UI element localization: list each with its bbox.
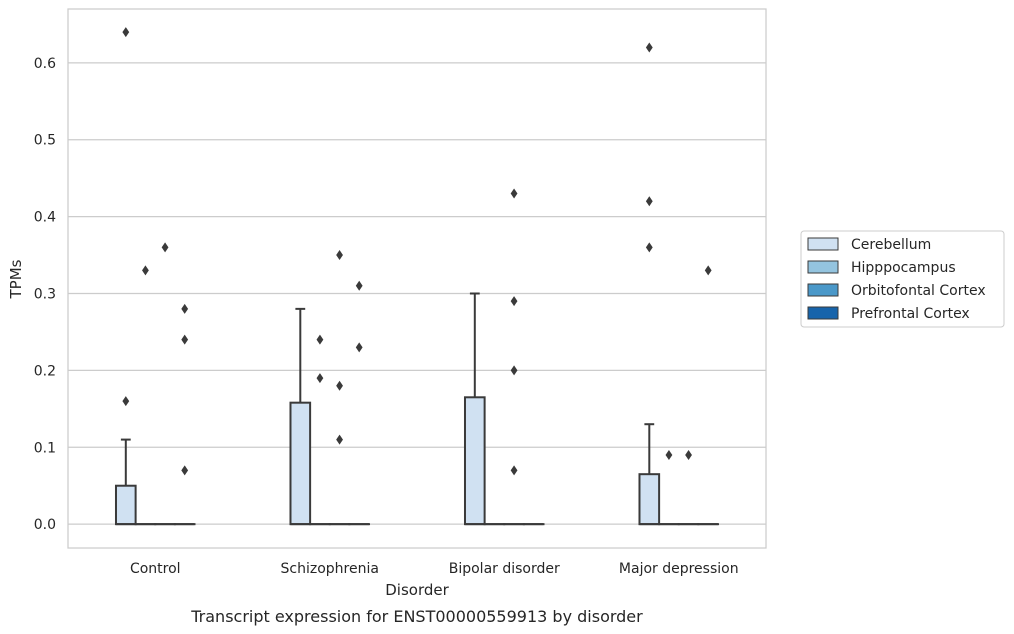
x-tick-label: Schizophrenia xyxy=(281,561,379,577)
outliers xyxy=(122,27,712,476)
outlier-marker xyxy=(336,434,343,445)
x-tick-label: Major depression xyxy=(619,561,739,577)
box-group xyxy=(114,438,137,526)
y-tick-label: 0.4 xyxy=(34,210,56,226)
x-tick-label: Bipolar disorder xyxy=(449,561,560,577)
legend-swatch-orbitofrontal xyxy=(807,283,839,297)
outlier-marker xyxy=(181,303,189,314)
gridlines xyxy=(68,62,766,525)
outlier-marker xyxy=(122,396,130,407)
y-tick-labels: 0.0 0.1 0.2 0.3 0.4 0.5 0.6 xyxy=(34,56,56,533)
box-group xyxy=(289,307,312,526)
legend-swatch-hippocampus xyxy=(807,260,839,274)
outlier-marker xyxy=(510,365,518,376)
box xyxy=(114,484,137,526)
outlier-marker xyxy=(510,465,518,476)
legend-label-cerebellum: Cerebellum xyxy=(851,237,931,253)
outlier-marker xyxy=(316,334,324,345)
legend-frame xyxy=(800,230,1005,328)
outlier-marker xyxy=(161,242,169,253)
box xyxy=(463,396,486,526)
outlier-marker xyxy=(336,250,343,261)
y-tick-label: 0.2 xyxy=(34,363,56,379)
boxes xyxy=(114,292,720,526)
x-axis-title: Disorder xyxy=(385,581,449,599)
outlier-marker xyxy=(645,196,653,207)
y-tick-label: 0.6 xyxy=(34,56,56,72)
outlier-marker xyxy=(685,449,692,460)
box-group xyxy=(638,423,661,526)
legend-swatch-prefrontal xyxy=(807,306,839,320)
chart-caption: Transcript expression for ENST0000055991… xyxy=(190,607,643,626)
outlier-marker xyxy=(665,449,673,460)
box xyxy=(289,401,312,526)
outlier-marker xyxy=(510,188,518,199)
legend-label-orbitofrontal: Orbitofontal Cortex xyxy=(851,283,986,299)
y-tick-label: 0.0 xyxy=(34,517,56,533)
box xyxy=(638,473,661,526)
outlier-marker xyxy=(316,373,324,384)
outlier-marker xyxy=(181,465,189,476)
outlier-marker xyxy=(181,334,189,345)
plot-background xyxy=(68,9,766,548)
legend-swatch-cerebellum xyxy=(807,237,839,251)
x-tick-label: Control xyxy=(130,561,181,577)
outlier-marker xyxy=(122,27,130,38)
outlier-marker xyxy=(355,342,363,353)
outlier-marker xyxy=(355,280,363,291)
y-axis-title: TPMs xyxy=(7,259,25,299)
plot-frame xyxy=(67,8,767,549)
box-group xyxy=(463,292,486,526)
outlier-marker xyxy=(142,265,149,276)
y-tick-label: 0.5 xyxy=(34,133,56,149)
legend-label-hippocampus: Hipppocampus xyxy=(851,260,956,276)
outlier-marker xyxy=(645,42,653,53)
y-tick-label: 0.1 xyxy=(34,440,56,456)
outlier-marker xyxy=(645,242,653,253)
legend: Cerebellum Hipppocampus Orbitofontal Cor… xyxy=(800,230,1005,328)
outlier-marker xyxy=(704,265,712,276)
legend-label-prefrontal: Prefrontal Cortex xyxy=(851,306,970,322)
outlier-marker xyxy=(336,380,343,391)
y-tick-label: 0.3 xyxy=(34,286,56,302)
x-tick-labels: Control Schizophrenia Bipolar disorder Majo… xyxy=(130,561,739,577)
outlier-marker xyxy=(510,296,518,307)
